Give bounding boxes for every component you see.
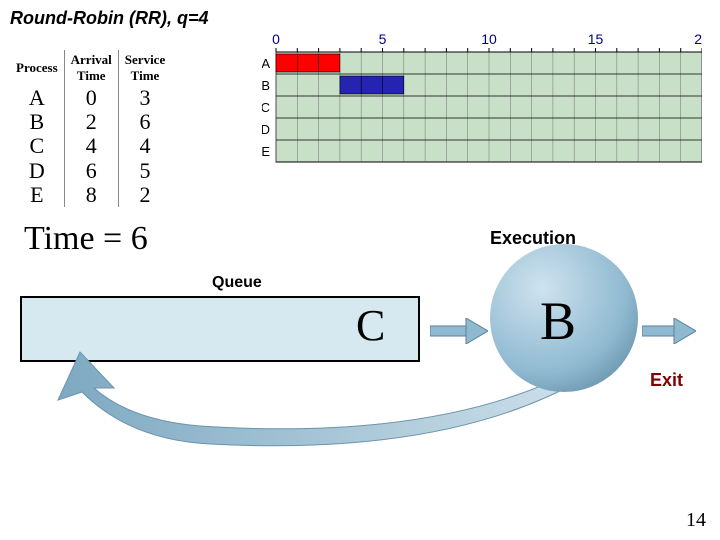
slide-title: Round-Robin (RR), q=4 — [10, 8, 208, 29]
svg-text:5: 5 — [379, 31, 387, 47]
table-cell: D — [10, 159, 64, 183]
svg-text:10: 10 — [481, 31, 497, 47]
arrow-out-exec-icon — [642, 318, 696, 344]
queue-label: Queue — [212, 274, 262, 292]
svg-text:A: A — [262, 56, 270, 71]
gantt-chart: 0 5 10 15 20 ABCDE — [262, 26, 702, 176]
th-service: Service Time — [118, 50, 171, 86]
execution-label: Execution — [490, 228, 576, 249]
arrow-into-exec-icon — [430, 318, 488, 344]
queue-item: C — [356, 300, 385, 351]
th-process: Process — [10, 50, 64, 86]
time-equals: Time = 6 — [24, 220, 148, 258]
table-cell: 6 — [64, 159, 118, 183]
svg-text:D: D — [262, 122, 270, 137]
table-cell: 5 — [118, 159, 171, 183]
table-cell: A — [10, 86, 64, 110]
table-cell: 2 — [64, 110, 118, 134]
table-cell: 0 — [64, 86, 118, 110]
svg-text:C: C — [262, 100, 270, 115]
table-cell: 2 — [118, 183, 171, 207]
table-cell: B — [10, 110, 64, 134]
table-cell: 4 — [64, 134, 118, 158]
table-cell: 4 — [118, 134, 171, 158]
svg-text:B: B — [262, 78, 270, 93]
execution-letter: B — [540, 290, 576, 352]
table-cell: 6 — [118, 110, 171, 134]
table-cell: E — [10, 183, 64, 207]
table-cell: 3 — [118, 86, 171, 110]
svg-text:20: 20 — [694, 31, 702, 47]
table-cell: 8 — [64, 183, 118, 207]
svg-text:15: 15 — [588, 31, 604, 47]
process-table: Process Arrival Time Service Time A03B26… — [10, 50, 171, 207]
svg-text:0: 0 — [272, 31, 280, 47]
table-cell: C — [10, 134, 64, 158]
slide-number: 14 — [686, 509, 706, 532]
th-arrival: Arrival Time — [64, 50, 118, 86]
svg-text:E: E — [262, 144, 270, 159]
exit-label: Exit — [650, 370, 683, 391]
